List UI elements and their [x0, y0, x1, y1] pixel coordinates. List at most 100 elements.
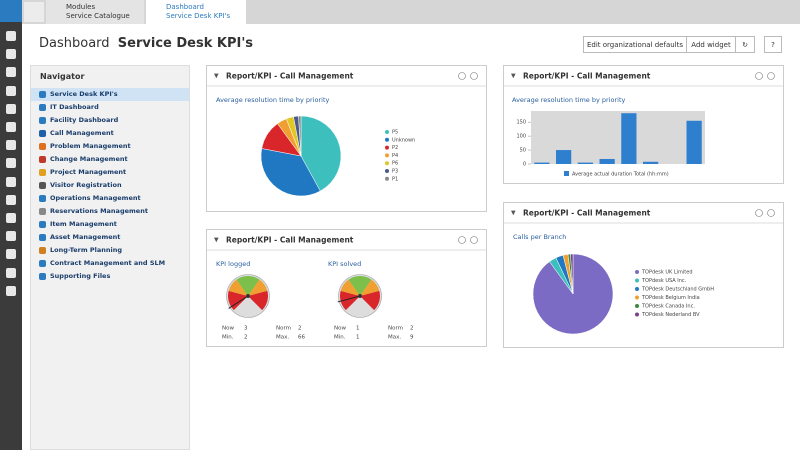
nav-icon [39, 260, 46, 267]
nav-item[interactable]: Service Desk KPI's [50, 90, 118, 98]
button[interactable]: Edit organizational defaults [583, 36, 687, 53]
tab-text: Dashboard [166, 3, 204, 11]
legend-marker [635, 270, 639, 274]
nav-item[interactable]: Supporting Files [50, 272, 111, 280]
nav-item[interactable]: Asset Management [50, 233, 121, 241]
side-icon [6, 285, 16, 296]
bar [556, 150, 572, 164]
gauge-band [360, 290, 380, 311]
widget-action[interactable] [470, 72, 478, 80]
nav-item[interactable]: Problem Management [50, 142, 131, 150]
bar [686, 120, 702, 164]
tab[interactable]: Dashboard Service Desk KPI's [146, 0, 246, 24]
gauge-title: KPI solved [328, 260, 361, 268]
widget: ▼ Report/KPI - Call Management Calls per B… [503, 202, 784, 348]
legend-label: TOPdesk USA Inc. [641, 278, 687, 284]
gauge-band [360, 279, 380, 296]
stat-label: Min. [222, 335, 234, 341]
side-icon [6, 31, 16, 41]
side-icon [6, 140, 16, 151]
nav-icon [39, 195, 46, 202]
nav-item[interactable]: Long-Term Planning [50, 246, 122, 254]
stat-label: Norm [388, 326, 403, 332]
widget-action[interactable] [458, 236, 466, 244]
gauge-band [248, 290, 268, 311]
widget-action[interactable] [755, 209, 763, 217]
subtitle: Service Desk KPI's [117, 36, 254, 51]
nav-item[interactable]: Call Management [50, 129, 114, 137]
stat-value: 2 [298, 326, 302, 332]
legend-label: P5 [392, 130, 398, 136]
menu-button[interactable] [0, 0, 22, 22]
legend-marker [635, 278, 639, 283]
collapse-icon: ▼ [214, 237, 219, 244]
legend-label: Average actual duration Total (hh:mm) [572, 172, 669, 178]
widget-action[interactable] [767, 209, 775, 217]
y-tick-label: 50 [520, 148, 526, 154]
selected-row [31, 88, 189, 101]
nav-icon [39, 143, 46, 150]
pie-slice [300, 115, 342, 192]
legend-marker [385, 169, 389, 173]
chart-subtitle: Calls per Branch [513, 233, 566, 241]
widget-title: Report/KPI - Call Management [523, 72, 651, 81]
nav-icon [39, 247, 46, 254]
stat-label: Max. [276, 335, 289, 341]
legend-label: P4 [392, 153, 398, 159]
nav-item[interactable]: Visitor Registration [50, 181, 122, 189]
widget-action[interactable] [767, 72, 775, 80]
side-icon [6, 249, 16, 260]
collapse-icon: ▼ [214, 73, 219, 80]
legend-marker [385, 153, 389, 158]
nav-item[interactable]: Operations Management [50, 194, 141, 202]
gauge-title: KPI logged [216, 260, 250, 268]
nav-icon [39, 104, 46, 111]
navigator-title: Navigator [40, 72, 85, 81]
nav-item[interactable]: Change Management [50, 155, 128, 163]
nav-icon [39, 117, 46, 124]
pie-slice [570, 253, 574, 295]
nav-item[interactable]: Project Management [50, 168, 127, 176]
home-tab[interactable] [24, 2, 44, 22]
widget-body: ▼ Report/KPI - Call Management Calls per B… [504, 209, 783, 335]
pie-slice [298, 115, 302, 157]
tab[interactable]: Modules Service Catalogue [46, 0, 144, 24]
legend-marker [635, 287, 639, 291]
help-button[interactable]: ? [764, 36, 782, 53]
widget-body: ▼ Report/KPI - Call Management Average res… [207, 72, 486, 197]
side-icon [6, 49, 16, 60]
gauge-needle [337, 295, 361, 303]
nav-item[interactable]: Reservations Management [50, 207, 148, 215]
widget: ▼ Report/KPI - Call Management KPI logged N… [206, 229, 487, 347]
y-tick-label: 100 [516, 134, 526, 140]
collapse-icon: ▼ [511, 73, 516, 80]
widget-action[interactable] [755, 72, 763, 80]
legend-label: TOPdesk Deutschland GmbH [641, 287, 714, 293]
legend-label: TOPdesk UK Limited [641, 270, 693, 276]
legend-marker [385, 130, 389, 134]
tab-text: Service Catalogue [66, 12, 130, 20]
nav-item[interactable]: IT Dashboard [50, 103, 99, 111]
nav-item[interactable]: Contract Management and SLM [50, 259, 166, 267]
button[interactable]: Add widget [686, 36, 736, 53]
tab-text: Service Desk KPI's [166, 12, 231, 20]
stat-label: Norm [276, 326, 291, 332]
nav-item[interactable]: Facility Dashboard [50, 116, 119, 124]
widget-action[interactable] [458, 72, 466, 80]
navigator: Navigator Service Desk KPI's IT Dashboard… [30, 65, 190, 450]
nav-icon [39, 91, 46, 98]
gauge-band [340, 290, 360, 311]
widget-action[interactable] [470, 236, 478, 244]
legend-label: TOPdesk Nederland BV [641, 312, 700, 318]
stat-value: 2 [410, 326, 414, 332]
legend-marker [385, 137, 389, 142]
page-title: Dashboard Service Desk KPI's [39, 36, 253, 51]
widget: ▼ Report/KPI - Call Management Average res… [503, 65, 784, 184]
stat-value: 66 [298, 335, 305, 341]
legend-label: TOPdesk Belgium India [641, 295, 700, 301]
refresh-button[interactable]: ↻ [735, 36, 755, 53]
stat-label: Min. [334, 335, 346, 341]
gauge-band [228, 279, 248, 296]
nav-item[interactable]: Item Management [50, 220, 117, 228]
